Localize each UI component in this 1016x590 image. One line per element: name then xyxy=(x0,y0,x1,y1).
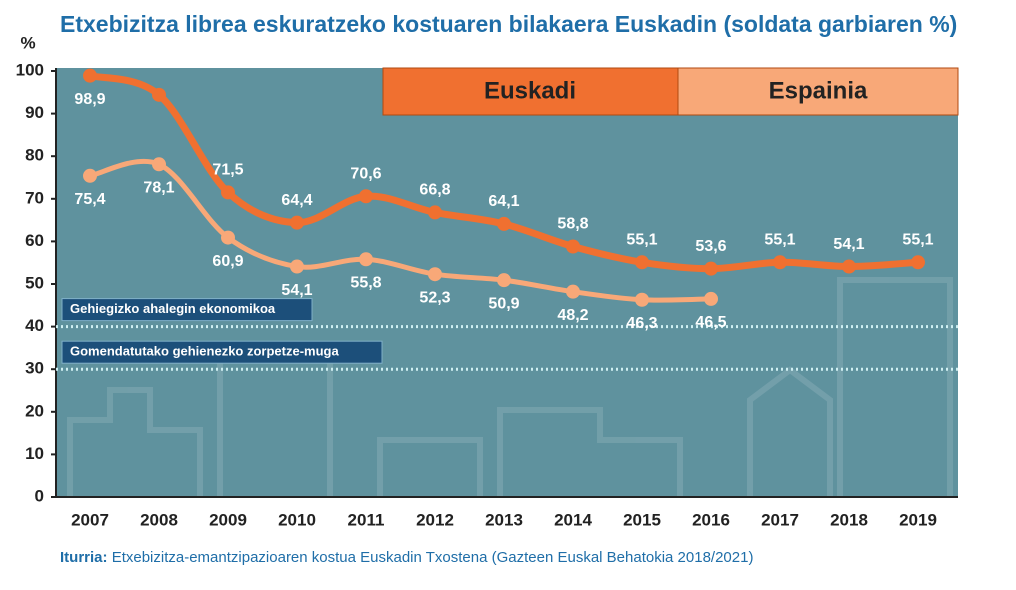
value-label: 71,5 xyxy=(212,162,243,179)
x-tick-label: 2012 xyxy=(416,510,454,529)
value-label: 54,1 xyxy=(281,282,312,299)
value-label: 55,1 xyxy=(902,231,933,248)
x-tick-label: 2017 xyxy=(761,510,799,529)
point xyxy=(83,68,97,83)
point xyxy=(497,273,511,288)
value-label: 55,1 xyxy=(764,231,795,248)
reference-label: Gehiegizko ahalegin ekonomikoa xyxy=(70,301,276,316)
y-tick-label: 20 xyxy=(25,401,44,420)
value-label: 46,5 xyxy=(695,314,726,331)
value-label: 66,8 xyxy=(419,182,450,199)
x-tick-label: 2008 xyxy=(140,510,178,529)
reference-label-box xyxy=(61,298,313,322)
x-tick-label: 2019 xyxy=(899,510,937,529)
y-tick-label: 30 xyxy=(25,359,44,378)
point xyxy=(359,189,373,204)
value-label: 46,3 xyxy=(626,315,657,332)
x-tick-label: 2016 xyxy=(692,510,730,529)
y-axis-label: % xyxy=(20,33,35,52)
value-label: 94,4 xyxy=(183,52,214,69)
point xyxy=(152,87,166,102)
point xyxy=(359,252,373,267)
y-tick-label: 0 xyxy=(35,486,44,505)
reference-label-box xyxy=(61,340,383,364)
reference-label: Gomendatutako gehienezko zorpetze-muga xyxy=(70,344,339,359)
point xyxy=(221,185,235,200)
point xyxy=(704,261,718,276)
point xyxy=(497,216,511,231)
source: Iturria: Etxebizitza-emantzipazioaren ko… xyxy=(60,549,753,566)
value-label: 75,4 xyxy=(74,191,105,208)
point xyxy=(83,168,97,183)
y-tick-label: 10 xyxy=(25,444,44,463)
point xyxy=(221,230,235,245)
point xyxy=(911,255,925,270)
point xyxy=(635,255,649,270)
point xyxy=(290,215,304,230)
point xyxy=(704,291,718,306)
x-tick-label: 2013 xyxy=(485,510,523,529)
x-tick-label: 2007 xyxy=(71,510,109,529)
point xyxy=(842,259,856,274)
y-tick-label: 60 xyxy=(25,231,44,250)
value-label: 64,4 xyxy=(281,192,312,209)
value-label: 52,3 xyxy=(419,289,450,306)
y-tick-label: 100 xyxy=(16,60,44,79)
legend-label: Espainia xyxy=(769,77,868,104)
point xyxy=(428,205,442,220)
value-label: 78,1 xyxy=(143,180,174,197)
x-tick-label: 2014 xyxy=(554,510,592,529)
value-label: 58,8 xyxy=(557,216,588,233)
point xyxy=(428,267,442,282)
x-tick-label: 2015 xyxy=(623,510,661,529)
value-label: 50,9 xyxy=(488,295,519,312)
value-label: 55,1 xyxy=(626,231,657,248)
value-label: 64,1 xyxy=(488,193,519,210)
value-label: 53,6 xyxy=(695,238,726,255)
y-tick-label: 40 xyxy=(25,316,44,335)
point xyxy=(152,157,166,172)
value-label: 60,9 xyxy=(212,253,243,270)
value-label: 54,1 xyxy=(833,236,864,253)
source-label: Iturria: xyxy=(60,549,108,566)
x-tick-label: 2010 xyxy=(278,510,316,529)
x-tick-label: 2011 xyxy=(348,510,385,529)
y-tick-label: 90 xyxy=(25,103,44,122)
value-label: 98,9 xyxy=(74,91,105,108)
legend-label: Euskadi xyxy=(484,77,576,104)
value-label: 48,2 xyxy=(557,307,588,324)
point xyxy=(290,259,304,274)
y-tick-label: 70 xyxy=(25,188,44,207)
x-tick-label: 2009 xyxy=(209,510,247,529)
point xyxy=(566,284,580,299)
value-label: 55,8 xyxy=(350,275,381,292)
legend-box xyxy=(677,67,959,116)
y-tick-label: 50 xyxy=(25,273,44,292)
point xyxy=(773,255,787,270)
point xyxy=(635,292,649,307)
chart-title: Etxebizitza librea eskuratzeko kostuaren… xyxy=(60,11,957,37)
line xyxy=(87,158,714,303)
value-label: 70,6 xyxy=(350,165,381,182)
source-text: Etxebizitza-emantzipazioaren kostua Eusk… xyxy=(112,549,754,566)
y-tick-label: 80 xyxy=(25,146,44,165)
x-tick-label: 2018 xyxy=(830,510,868,529)
point xyxy=(566,239,580,254)
